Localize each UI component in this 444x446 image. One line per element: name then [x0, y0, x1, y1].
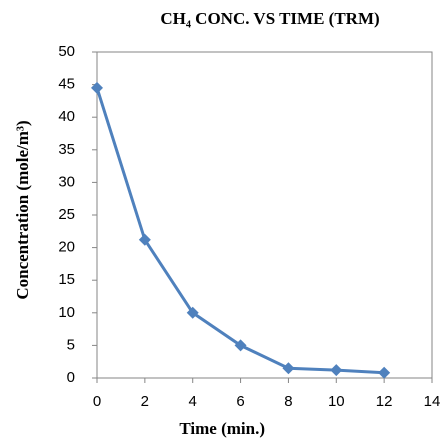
x-axis-title: Time (min.): [179, 419, 265, 438]
y-tick-label: 25: [58, 206, 75, 223]
x-tick-label: 12: [376, 393, 393, 410]
data-point: [91, 81, 103, 94]
chart-title: CH₄ CONC. VS TIME (TRM): [160, 9, 379, 28]
plot-area: [96, 51, 433, 379]
y-tick-label: 30: [58, 173, 75, 190]
x-tick-label: 10: [328, 393, 345, 410]
y-tick-label: 40: [58, 108, 75, 125]
y-tick-label: 45: [58, 76, 75, 93]
data-point: [330, 364, 343, 377]
y-tick-label: 0: [67, 369, 75, 386]
y-tick-label: 10: [58, 304, 75, 321]
y-tick-label: 20: [58, 239, 75, 256]
series-line: [95, 87, 385, 375]
data-point: [186, 306, 199, 319]
data-point: [234, 339, 247, 352]
x-tick-label: 8: [284, 393, 292, 410]
y-tick-label: 35: [58, 141, 75, 158]
y-tick-label: 15: [58, 271, 75, 288]
data-point: [138, 233, 151, 246]
y-axis-title: Concentration (mole/m³): [13, 120, 32, 299]
data-point: [378, 366, 391, 379]
x-tick-label: 6: [236, 393, 244, 410]
x-tick-label: 2: [141, 393, 149, 410]
x-tick-label: 4: [189, 393, 197, 410]
y-tick-label: 50: [58, 43, 75, 60]
data-point: [282, 362, 295, 375]
y-tick-label: 5: [67, 336, 75, 353]
x-tick-label: 0: [93, 393, 101, 410]
x-tick-label: 14: [424, 393, 441, 410]
